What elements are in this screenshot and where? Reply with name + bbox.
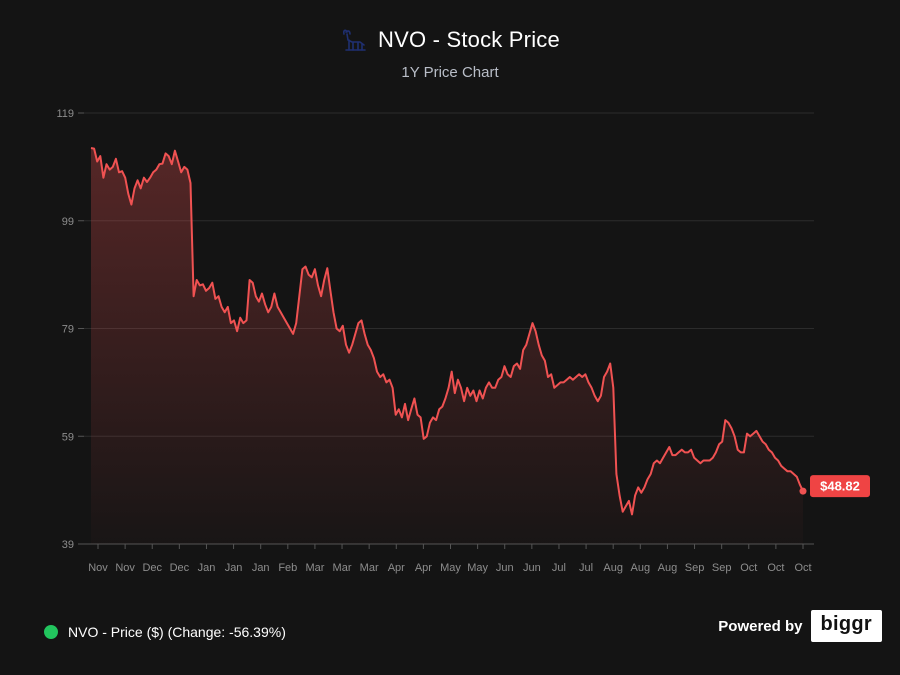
legend-dot-icon: [44, 625, 58, 639]
legend-label: NVO - Price ($) (Change: -56.39%): [68, 624, 286, 640]
price-line: [90, 147, 804, 516]
y-tick-label: 39: [62, 539, 74, 551]
chart-subtitle: 1Y Price Chart: [401, 64, 499, 81]
x-tick-label: Aug: [631, 562, 651, 574]
y-tick-label: 99: [62, 216, 74, 228]
x-tick-label: May: [440, 562, 461, 574]
last-price-label: $48.82: [820, 479, 860, 494]
x-tick-label: Jul: [552, 562, 566, 574]
last-price-marker: [799, 487, 807, 495]
x-tick-label: Aug: [658, 562, 678, 574]
last-price-badge: [810, 475, 870, 498]
x-tick-label: Apr: [388, 562, 405, 574]
x-tick-label: Mar: [333, 562, 352, 574]
x-tick-label: Mar: [360, 562, 379, 574]
x-tick-label: Nov: [115, 562, 135, 574]
powered-by[interactable]: Powered by biggr: [718, 610, 882, 642]
y-tick-label: 79: [62, 324, 74, 336]
x-tick-label: Dec: [170, 562, 190, 574]
x-tick-label: Jun: [523, 562, 541, 574]
x-tick-label: Jan: [252, 562, 270, 574]
biggr-brand-logo: biggr: [810, 610, 882, 642]
x-tick-label: Oct: [794, 562, 811, 574]
powered-by-label: Powered by: [718, 617, 803, 635]
x-tick-label: Jan: [225, 562, 243, 574]
x-tick-label: Aug: [603, 562, 623, 574]
price-chart: 39 59 79 99 119 Nov Nov Dec Dec Jan Jan Jan Feb Mar Ma…: [56, 108, 870, 574]
x-tick-label: Jun: [496, 562, 514, 574]
x-tick-label: Oct: [740, 562, 757, 574]
x-tick-label: Nov: [88, 562, 108, 574]
price-area: [91, 148, 803, 544]
chart-title: NVO - Stock Price: [378, 27, 560, 52]
title-row: NVO - Stock Price: [0, 22, 900, 58]
y-tick-label: 119: [56, 108, 74, 120]
y-tick-label: 59: [62, 431, 74, 443]
x-tick-label: Feb: [278, 562, 297, 574]
x-tick-label: Mar: [305, 562, 324, 574]
chart-legend[interactable]: NVO - Price ($) (Change: -56.39%): [44, 624, 286, 640]
x-tick-label: Apr: [415, 562, 432, 574]
chart-header: NVO - Stock Price 1Y Price Chart: [0, 22, 900, 81]
x-tick-label: May: [467, 562, 488, 574]
x-tick-label: Sep: [685, 562, 705, 574]
x-tick-label: Sep: [712, 562, 732, 574]
x-tick-label: Jul: [579, 562, 593, 574]
x-tick-label: Jan: [198, 562, 216, 574]
x-tick-label: Oct: [767, 562, 784, 574]
x-tick-label: Dec: [142, 562, 162, 574]
novo-bull-logo-icon: [340, 26, 368, 54]
